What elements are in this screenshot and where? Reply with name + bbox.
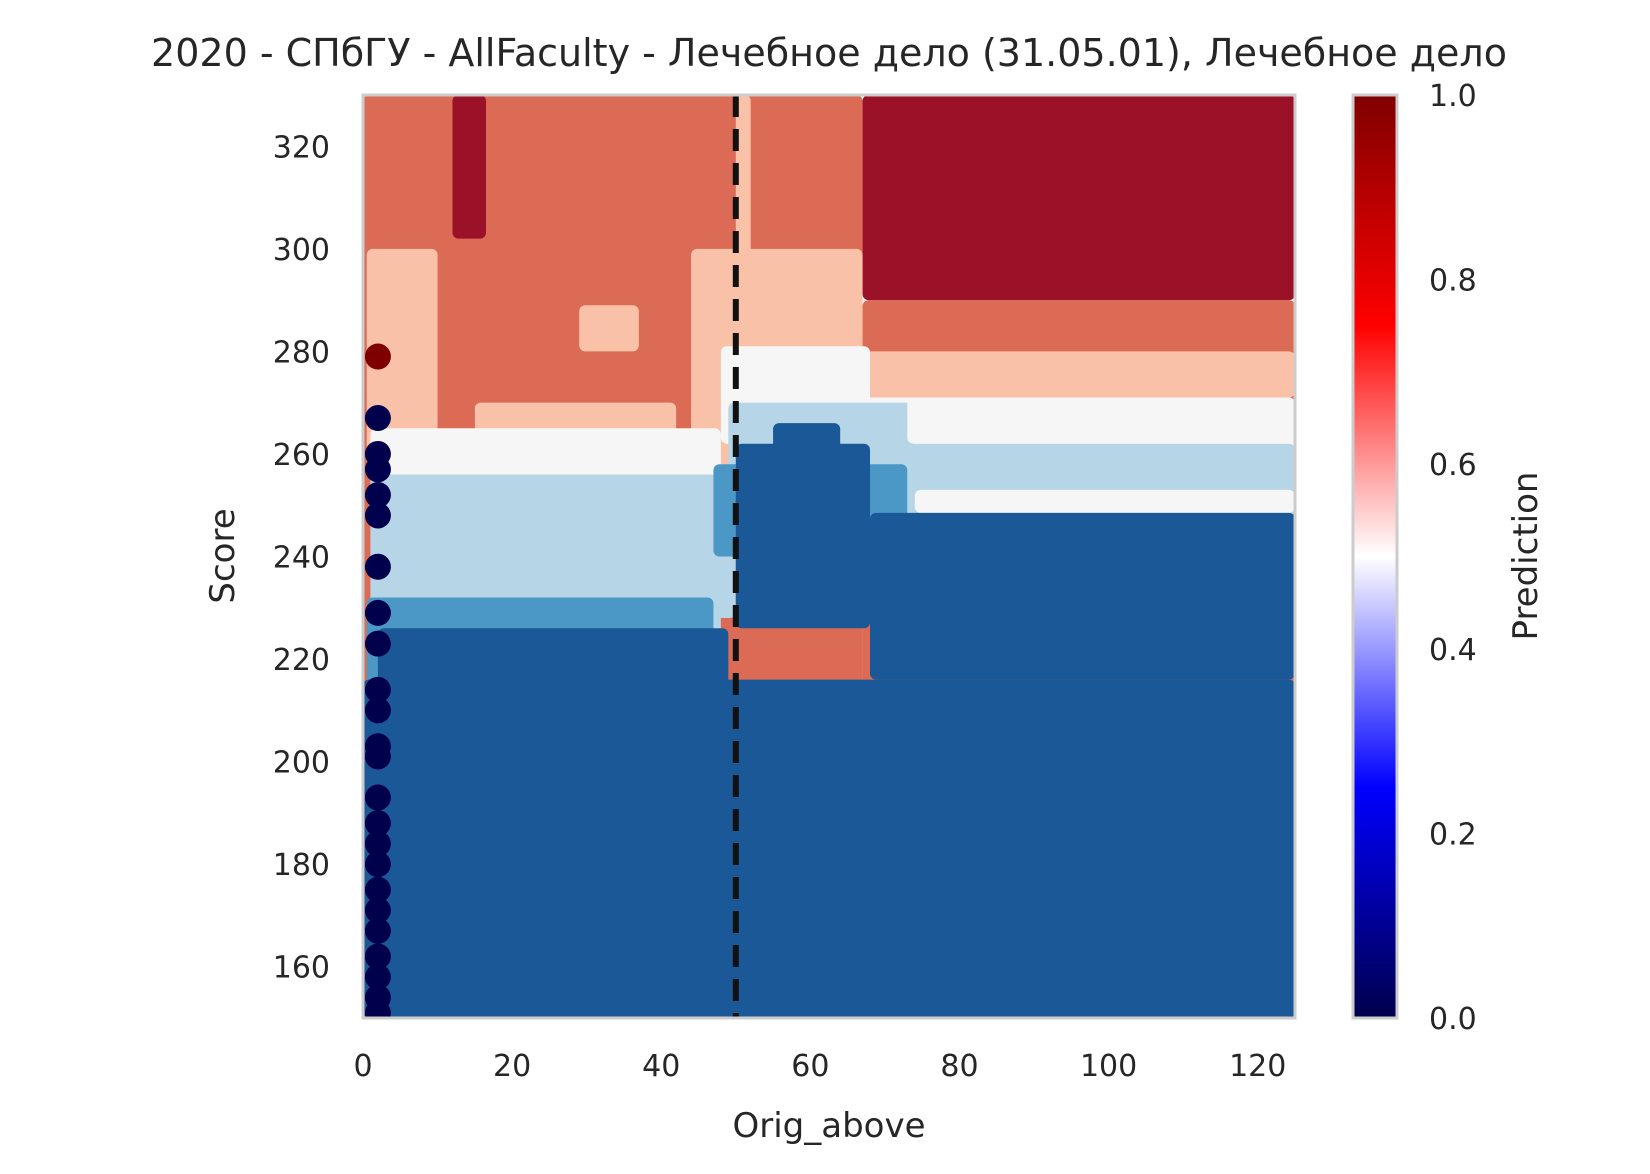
data-point <box>364 963 391 990</box>
data-point <box>364 784 391 811</box>
y-axis-ticks: 160 180 200 220 240 260 280 300 320 <box>273 130 330 985</box>
colorbar-tick-label: 0.8 <box>1429 264 1477 299</box>
x-tick-label: 20 <box>493 1049 531 1084</box>
data-point <box>364 343 391 370</box>
colorbar-tick-label: 1.0 <box>1429 79 1477 114</box>
data-point <box>364 876 391 903</box>
contour-region <box>773 423 841 465</box>
contour-region <box>735 443 871 629</box>
y-tick-label: 220 <box>273 643 330 678</box>
contour-region <box>862 351 1295 398</box>
x-axis-label: Orig_above <box>732 1106 925 1146</box>
y-tick-label: 300 <box>273 233 330 268</box>
data-point <box>364 897 391 924</box>
data-point <box>364 553 391 580</box>
y-tick-label: 280 <box>273 335 330 370</box>
x-tick-label: 0 <box>353 1049 372 1084</box>
contour-region <box>914 489 1295 513</box>
data-point <box>364 676 391 703</box>
chart-title: 2020 - СПбГУ - AllFaculty - Лечебное дел… <box>151 31 1507 75</box>
colorbar-gradient <box>1353 95 1397 1018</box>
colorbar-label: Prediction <box>1506 472 1546 641</box>
y-tick-label: 180 <box>273 848 330 883</box>
contour-regions <box>363 95 1295 1018</box>
colorbar-tick-label: 0.2 <box>1429 817 1477 852</box>
data-point <box>364 917 391 944</box>
contour-region <box>377 628 729 685</box>
data-point <box>364 456 391 483</box>
x-tick-label: 40 <box>642 1049 680 1084</box>
y-tick-label: 200 <box>273 746 330 781</box>
contour-region <box>735 95 751 275</box>
data-point <box>364 851 391 878</box>
plot-frame <box>361 93 1297 1020</box>
data-point <box>364 405 391 432</box>
contour-region <box>452 95 487 239</box>
x-tick-label: 100 <box>1080 1049 1137 1084</box>
colorbar-tick-label: 0.0 <box>1429 1002 1477 1037</box>
data-point <box>364 810 391 837</box>
x-tick-label: 60 <box>791 1049 829 1084</box>
data-point <box>364 697 391 724</box>
colorbar-tick-label: 0.6 <box>1429 448 1477 483</box>
data-point <box>364 481 391 508</box>
data-point <box>364 630 391 657</box>
colorbar-tick-label: 0.4 <box>1429 633 1477 668</box>
contour-region <box>862 95 1295 301</box>
data-point <box>364 830 391 857</box>
y-tick-label: 260 <box>273 438 330 473</box>
colorbar-ticks: 0.0 0.2 0.4 0.6 0.8 1.0 <box>1429 79 1477 1037</box>
data-point <box>364 999 391 1018</box>
y-tick-label: 240 <box>273 541 330 576</box>
colorbar: 0.0 0.2 0.4 0.6 0.8 1.0 Prediction <box>1351 79 1546 1037</box>
x-axis-ticks: 0 20 40 60 80 100 120 <box>353 1049 1286 1084</box>
data-point <box>364 743 391 770</box>
contour-region <box>579 305 639 352</box>
contour-region <box>907 397 1295 444</box>
data-point <box>364 943 391 970</box>
contour-region <box>363 679 1295 1018</box>
data-points <box>364 343 391 1018</box>
data-point <box>364 502 391 529</box>
y-tick-label: 320 <box>273 130 330 165</box>
y-axis-label: Score <box>203 508 243 603</box>
plot-area <box>363 95 1295 1018</box>
contour-region <box>870 512 1295 680</box>
y-tick-label: 160 <box>273 951 330 986</box>
x-tick-label: 80 <box>940 1049 978 1084</box>
x-tick-label: 120 <box>1229 1049 1286 1084</box>
data-point <box>364 599 391 626</box>
colorbar-frame <box>1351 93 1399 1020</box>
